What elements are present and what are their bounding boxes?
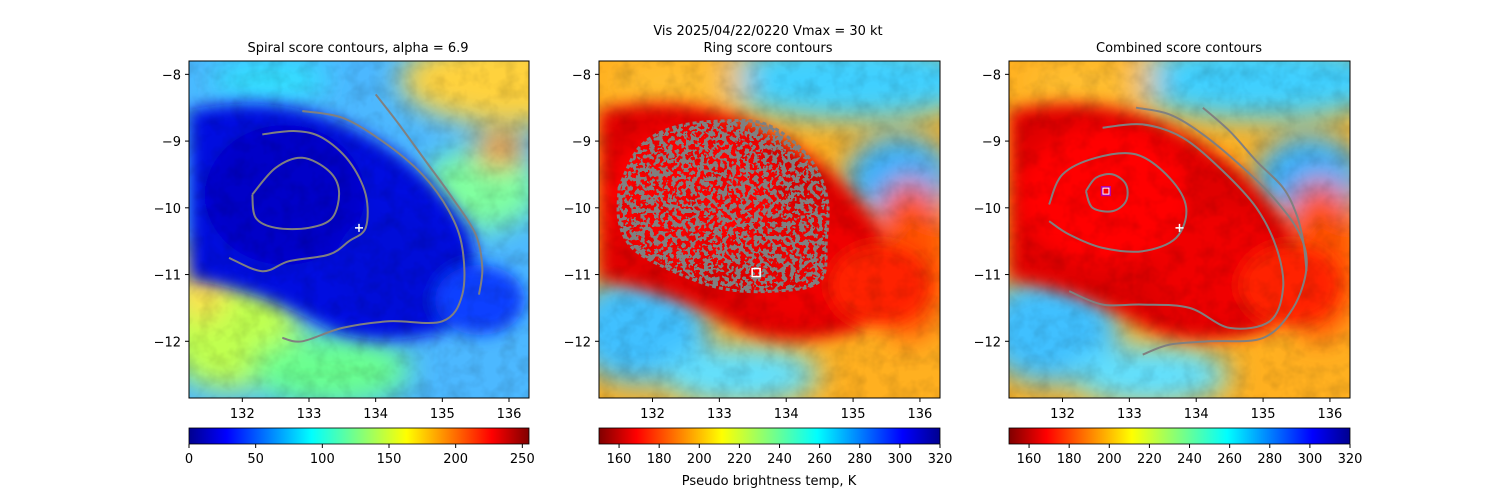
spiral-contours (228, 93, 484, 343)
y-tick-label: −10 (564, 202, 591, 217)
y-tick-label: −8 (572, 68, 591, 83)
x-tick-label: 135 (841, 407, 866, 422)
combined-colorbar (1008, 427, 1351, 445)
combined-contours (1048, 106, 1308, 356)
combined-max-inner (1102, 187, 1110, 195)
spiral-colorbar-ticks: 0 50 100 150 200 250 (185, 444, 535, 467)
colorbar-tick-label: 180 (1057, 452, 1082, 467)
center-marker (751, 267, 761, 278)
ring-colorbar (598, 427, 941, 445)
colorbar-tick-label: 100 (310, 452, 335, 467)
y-tick-label: −12 (154, 335, 181, 350)
panel-spiral-title: Spiral score contours, alpha = 6.9 (247, 41, 468, 56)
spiral-colorbar (188, 427, 530, 445)
colorbar-tick-label: 160 (607, 452, 632, 467)
ring-center-marker (751, 267, 761, 278)
ring-colorbar-ticks: 160 180 200 220 240 260 280 300 320 (607, 444, 953, 467)
colorbar-tick-label: 280 (847, 452, 872, 467)
colorbar-tick-label: 180 (647, 452, 672, 467)
combined-heatmap (1009, 61, 1350, 398)
x-tick-label: 134 (774, 407, 799, 422)
ring-contour-region (618, 120, 829, 292)
x-tick-label: 133 (707, 407, 732, 422)
y-tick-label: −11 (564, 269, 591, 284)
panel-ring-title: Ring score contours (703, 41, 832, 56)
x-tick-label: 132 (230, 407, 255, 422)
colorbar-tick-label: 200 (687, 452, 712, 467)
x-tick-label: 134 (1184, 407, 1209, 422)
x-tick-label: 135 (430, 407, 455, 422)
x-tick-label: 133 (297, 407, 322, 422)
y-tick-label: −9 (572, 135, 591, 150)
x-tick-label: 136 (1318, 407, 1343, 422)
combined-max-outer (1100, 186, 1112, 197)
colorbar-tick-label: 200 (443, 452, 468, 467)
ring-heatmap (599, 61, 940, 398)
y-tick-label: −10 (154, 202, 181, 217)
panel-combined-title: Combined score contours (1096, 41, 1262, 56)
score-contour-line (1048, 152, 1188, 253)
colorbar-label: Pseudo brightness temp, K (682, 474, 857, 489)
y-tick-label: −9 (162, 135, 181, 150)
colorbar-tick-label: 320 (1338, 452, 1363, 467)
colorbar-tick-label: 250 (510, 452, 535, 467)
colorbar-tick-label: 50 (247, 452, 264, 467)
score-contour-line (374, 93, 484, 295)
y-tick-label: −8 (982, 68, 1001, 83)
combined-center-marker (1175, 223, 1184, 232)
panel-ring: Ring score contours 132 133 13 (564, 41, 953, 489)
colorbar-tick-label: 280 (1257, 452, 1282, 467)
colorbar-tick-label: 260 (807, 452, 832, 467)
panel-spiral: Spiral score contours, alpha = 6.9 (154, 41, 535, 467)
x-tick-label: 132 (640, 407, 665, 422)
ring-axes-frame (598, 60, 941, 399)
spiral-axes-frame (188, 60, 530, 399)
colorbar-tick-label: 160 (1017, 452, 1042, 467)
combined-axis-ticks: 132 133 134 135 136 −8 −9 −10 −11 −12 (974, 68, 1343, 422)
colorbar-tick-label: 240 (767, 452, 792, 467)
colorbar-tick-label: 320 (928, 452, 953, 467)
colorbar-tick-label: 220 (727, 452, 752, 467)
panel-combined: Combined score contours 132 1 (974, 41, 1363, 467)
combined-axes-frame (1008, 60, 1351, 399)
y-tick-label: −9 (982, 135, 1001, 150)
colorbar-tick-label: 0 (185, 452, 193, 467)
y-tick-label: −12 (564, 335, 591, 350)
colorbar-tick-label: 240 (1177, 452, 1202, 467)
colorbar-tick-label: 300 (887, 452, 912, 467)
x-tick-label: 135 (1251, 407, 1276, 422)
ring-axis-ticks: 132 133 134 135 136 −8 −9 −10 −11 −12 (564, 68, 933, 422)
spiral-axis-ticks: 132 133 134 135 136 −8 −9 −10 −11 −12 (154, 68, 522, 422)
colorbar-tick-label: 300 (1297, 452, 1322, 467)
colorbar-tick-label: 220 (1137, 452, 1162, 467)
y-tick-label: −8 (162, 68, 181, 83)
score-contour-line (1202, 106, 1308, 272)
y-tick-label: −10 (974, 202, 1001, 217)
score-contour-line (1084, 173, 1129, 213)
score-contour-line (228, 130, 369, 273)
x-tick-label: 133 (1117, 407, 1142, 422)
colorbar-tick-label: 260 (1217, 452, 1242, 467)
figure-title: Vis 2025/04/22/0220 Vmax = 30 kt (653, 24, 882, 39)
y-tick-label: −11 (974, 269, 1001, 284)
x-tick-label: 132 (1050, 407, 1075, 422)
spiral-heatmap (189, 61, 529, 398)
score-contour-line (251, 156, 341, 231)
score-contour-line (1068, 123, 1285, 330)
y-tick-label: −11 (154, 269, 181, 284)
spiral-center-marker (355, 223, 363, 232)
x-tick-label: 136 (908, 407, 933, 422)
colorbar-tick-label: 150 (377, 452, 402, 467)
score-contour-line (282, 110, 466, 343)
x-tick-label: 136 (497, 407, 522, 422)
y-tick-label: −12 (974, 335, 1001, 350)
colorbar-tick-label: 200 (1097, 452, 1122, 467)
center-marker (355, 223, 363, 232)
combined-colorbar-ticks: 160 180 200 220 240 260 280 300 320 (1017, 444, 1363, 467)
combined-score-max-marker (1100, 186, 1112, 197)
center-marker (1175, 223, 1184, 232)
x-tick-label: 134 (363, 407, 388, 422)
